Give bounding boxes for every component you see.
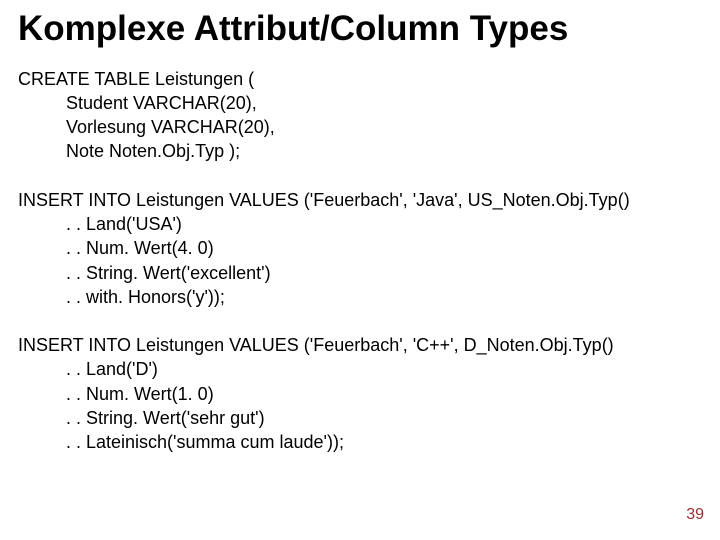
code-line: . . Num. Wert(1. 0) (66, 382, 702, 406)
slide-title: Komplexe Attribut/Column Types (18, 10, 702, 49)
code-block-3: INSERT INTO Leistungen VALUES ('Feuerbac… (18, 333, 702, 454)
code-block-1: CREATE TABLE Leistungen ( Student VARCHA… (18, 67, 702, 164)
code-line: Vorlesung VARCHAR(20), (66, 115, 702, 139)
code-line: . . String. Wert('excellent') (66, 261, 702, 285)
code-line: . . Num. Wert(4. 0) (66, 236, 702, 260)
code-line: INSERT INTO Leistungen VALUES ('Feuerbac… (18, 333, 702, 357)
code-line: . . String. Wert('sehr gut') (66, 406, 702, 430)
code-line: . . Land('D') (66, 357, 702, 381)
code-line: Note Noten.Obj.Typ ); (66, 139, 702, 163)
code-line: INSERT INTO Leistungen VALUES ('Feuerbac… (18, 188, 702, 212)
slide: Komplexe Attribut/Column Types CREATE TA… (0, 0, 720, 540)
page-number: 39 (686, 506, 704, 524)
code-line: CREATE TABLE Leistungen ( (18, 67, 702, 91)
code-line: Student VARCHAR(20), (66, 91, 702, 115)
code-block-2: INSERT INTO Leistungen VALUES ('Feuerbac… (18, 188, 702, 309)
code-line: . . with. Honors('y')); (66, 285, 702, 309)
code-line: . . Lateinisch('summa cum laude')); (66, 430, 702, 454)
code-line: . . Land('USA') (66, 212, 702, 236)
